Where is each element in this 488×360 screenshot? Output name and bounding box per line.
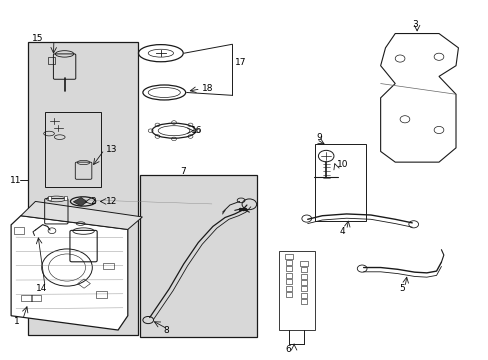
Bar — [285, 279, 292, 284]
Bar — [300, 274, 306, 279]
Text: 15: 15 — [31, 35, 43, 44]
Bar — [285, 266, 292, 271]
Bar — [314, 144, 366, 221]
Text: 6: 6 — [285, 345, 290, 354]
Text: 2: 2 — [90, 197, 95, 206]
Bar — [28, 42, 137, 336]
Bar — [47, 197, 51, 200]
Bar — [300, 267, 306, 272]
Text: 14: 14 — [36, 284, 48, 293]
Bar — [140, 175, 256, 337]
Bar — [285, 260, 292, 265]
Text: 3: 3 — [411, 20, 417, 29]
Bar — [14, 227, 24, 234]
Polygon shape — [11, 216, 127, 330]
Bar — [299, 261, 307, 266]
Bar — [285, 253, 292, 258]
Bar — [45, 112, 101, 187]
Text: 10: 10 — [336, 161, 347, 170]
Text: 4: 4 — [339, 227, 344, 236]
Bar — [285, 292, 292, 297]
Bar — [21, 295, 31, 301]
Bar — [103, 263, 114, 269]
Bar — [285, 273, 292, 278]
Bar — [96, 292, 107, 298]
Text: 18: 18 — [202, 84, 213, 93]
Text: 5: 5 — [398, 284, 404, 293]
Bar — [285, 286, 292, 291]
Polygon shape — [73, 198, 87, 206]
Polygon shape — [21, 202, 142, 229]
Text: 12: 12 — [106, 197, 118, 206]
Bar — [300, 299, 306, 304]
Text: 7: 7 — [180, 167, 186, 176]
Bar — [63, 197, 67, 200]
Bar — [30, 295, 41, 301]
Bar — [300, 293, 306, 298]
Bar — [47, 57, 55, 64]
Bar — [300, 280, 306, 285]
Text: 9: 9 — [316, 133, 322, 142]
Text: 17: 17 — [234, 58, 246, 67]
Text: 8: 8 — [163, 326, 169, 335]
Bar — [300, 287, 306, 292]
Text: 16: 16 — [191, 126, 202, 135]
Text: 1: 1 — [14, 316, 19, 325]
Text: 13: 13 — [106, 145, 117, 154]
Bar — [278, 251, 314, 330]
Text: 11: 11 — [10, 176, 21, 185]
